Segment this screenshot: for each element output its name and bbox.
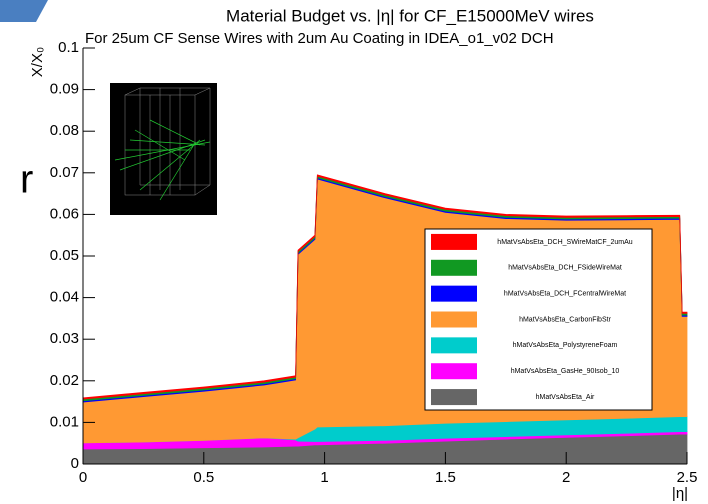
x-tick-label: 2.5 (677, 469, 698, 486)
legend-swatch (431, 312, 477, 328)
chart: r Material Budget vs. |η| for CF_E15000M… (0, 0, 708, 504)
y-tick-label: 0.02 (50, 372, 79, 389)
legend-label: hMatVsAbsEta_GasHe_90Isob_10 (511, 368, 620, 375)
legend-label: hMatVsAbsEta_DCH_SWireMatCF_2umAu (497, 239, 632, 246)
x-tick-label: 0 (79, 469, 87, 486)
y-tick-label: 0.06 (50, 205, 79, 222)
y-tick-label: 0.04 (50, 289, 79, 306)
side-text: r (20, 158, 33, 202)
legend-label: hMatVsAbsEta_DCH_FCentralWireMat (504, 290, 626, 297)
legend-label: hMatVsAbsEta_Air (536, 394, 595, 401)
legend-swatch (431, 363, 477, 379)
legend-swatch (431, 337, 477, 353)
y-tick-label: 0.09 (50, 81, 79, 98)
decor-tab (0, 0, 48, 22)
legend-label: hMatVsAbsEta_PolystyreneFoam (513, 342, 618, 349)
chart-title: Material Budget vs. |η| for CF_E15000MeV… (226, 6, 594, 25)
y-axis-label: X/X₀ (29, 47, 46, 77)
legend-label: hMatVsAbsEta_CarbonFibStr (519, 316, 611, 323)
y-tick-label: 0 (71, 455, 79, 472)
inset-image (110, 83, 217, 215)
legend-swatch (431, 234, 477, 250)
y-tick-label: 0.08 (50, 122, 79, 139)
y-tick-label: 0.03 (50, 330, 79, 347)
x-tick-label: 0.5 (193, 469, 214, 486)
y-tick-label: 0.05 (50, 247, 79, 264)
chart-subtitle: For 25um CF Sense Wires with 2um Au Coat… (85, 30, 554, 47)
legend-swatch (431, 286, 477, 302)
x-tick-label: 1.5 (435, 469, 456, 486)
y-tick-label: 0.01 (50, 413, 79, 430)
y-tick-label: 0.07 (50, 164, 79, 181)
x-tick-label: 2 (562, 469, 570, 486)
x-axis-label: |η| (672, 485, 688, 502)
y-tick-label: 0.1 (58, 39, 79, 56)
legend-label: hMatVsAbsEta_DCH_FSideWireMat (508, 265, 622, 272)
legend-swatch (431, 389, 477, 405)
legend-swatch (431, 260, 477, 276)
x-tick-label: 1 (320, 469, 328, 486)
